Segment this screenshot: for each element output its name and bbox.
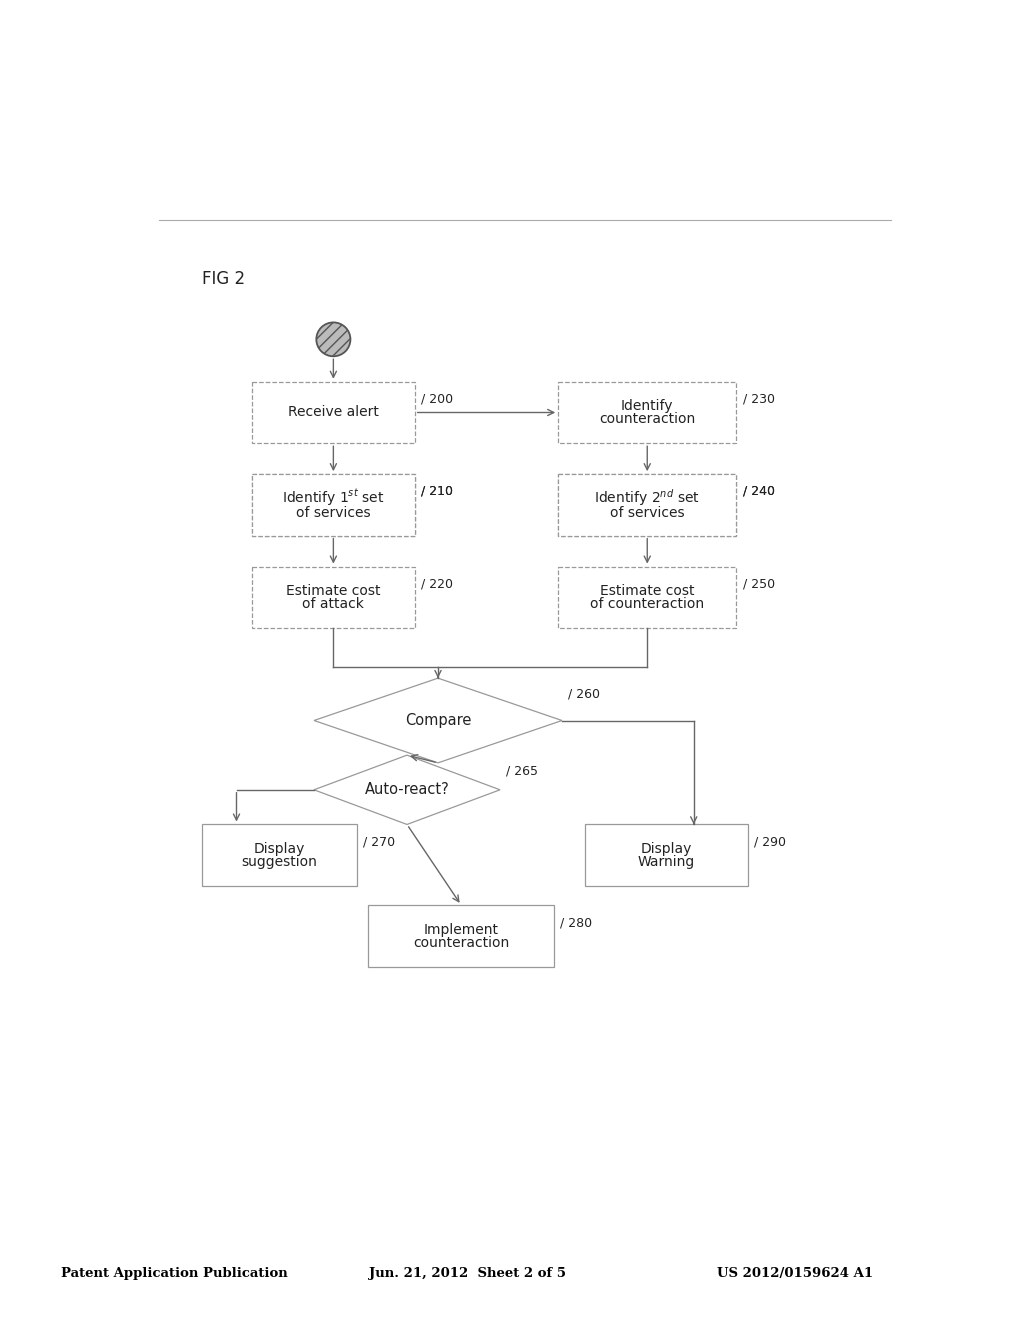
Text: Estimate cost: Estimate cost [600,583,694,598]
Text: counteraction: counteraction [599,412,695,426]
Text: of counteraction: of counteraction [590,597,705,611]
Text: / 240: / 240 [742,484,774,498]
Text: Compare: Compare [404,713,471,729]
FancyBboxPatch shape [558,381,736,444]
Text: Identify 2$^{nd}$ set: Identify 2$^{nd}$ set [594,487,700,508]
Text: US 2012/0159624 A1: US 2012/0159624 A1 [717,1267,872,1280]
Text: / 265: / 265 [506,764,539,777]
Text: / 250: / 250 [742,577,775,590]
Circle shape [316,322,350,356]
Text: of services: of services [610,504,685,519]
Text: / 200: / 200 [421,392,453,405]
Text: / 290: / 290 [755,836,786,849]
Text: of services: of services [296,506,371,520]
Text: counteraction: counteraction [413,936,509,949]
Text: of services: of services [296,504,371,519]
Text: Patent Application Publication: Patent Application Publication [61,1267,288,1280]
Text: FIG 2: FIG 2 [202,271,245,288]
Polygon shape [314,678,562,763]
FancyBboxPatch shape [252,474,415,536]
Text: Implement: Implement [424,923,499,937]
Text: Estimate cost: Estimate cost [286,583,381,598]
FancyBboxPatch shape [252,566,415,628]
Text: / 260: / 260 [568,688,600,701]
Text: Identify 1ˢᵗ set: Identify 1ˢᵗ set [283,491,384,506]
Text: Display: Display [641,842,692,855]
Text: of services: of services [610,506,685,520]
FancyBboxPatch shape [369,906,554,966]
Text: Warning: Warning [638,855,695,869]
FancyBboxPatch shape [252,474,415,536]
Text: Identify 1$^{st}$ set: Identify 1$^{st}$ set [282,487,385,508]
Text: suggestion: suggestion [242,855,317,869]
FancyBboxPatch shape [558,474,736,536]
Text: / 220: / 220 [421,577,453,590]
Text: / 240: / 240 [742,484,774,498]
Text: Auto-react?: Auto-react? [365,783,450,797]
Text: Identify 2ⁿᵈ set: Identify 2ⁿᵈ set [596,491,698,506]
Text: / 230: / 230 [742,392,774,405]
FancyBboxPatch shape [558,474,736,536]
Text: / 270: / 270 [362,836,395,849]
Text: Display: Display [253,842,305,855]
FancyBboxPatch shape [202,825,356,886]
Text: of attack: of attack [302,597,365,611]
FancyBboxPatch shape [558,566,736,628]
Text: Receive alert: Receive alert [288,405,379,420]
FancyBboxPatch shape [586,825,748,886]
FancyBboxPatch shape [252,381,415,444]
Text: Identify: Identify [621,399,674,413]
Text: Jun. 21, 2012  Sheet 2 of 5: Jun. 21, 2012 Sheet 2 of 5 [369,1267,565,1280]
Text: / 280: / 280 [560,916,593,929]
Text: / 210: / 210 [421,484,453,498]
Text: / 210: / 210 [421,484,453,498]
Polygon shape [314,755,500,825]
